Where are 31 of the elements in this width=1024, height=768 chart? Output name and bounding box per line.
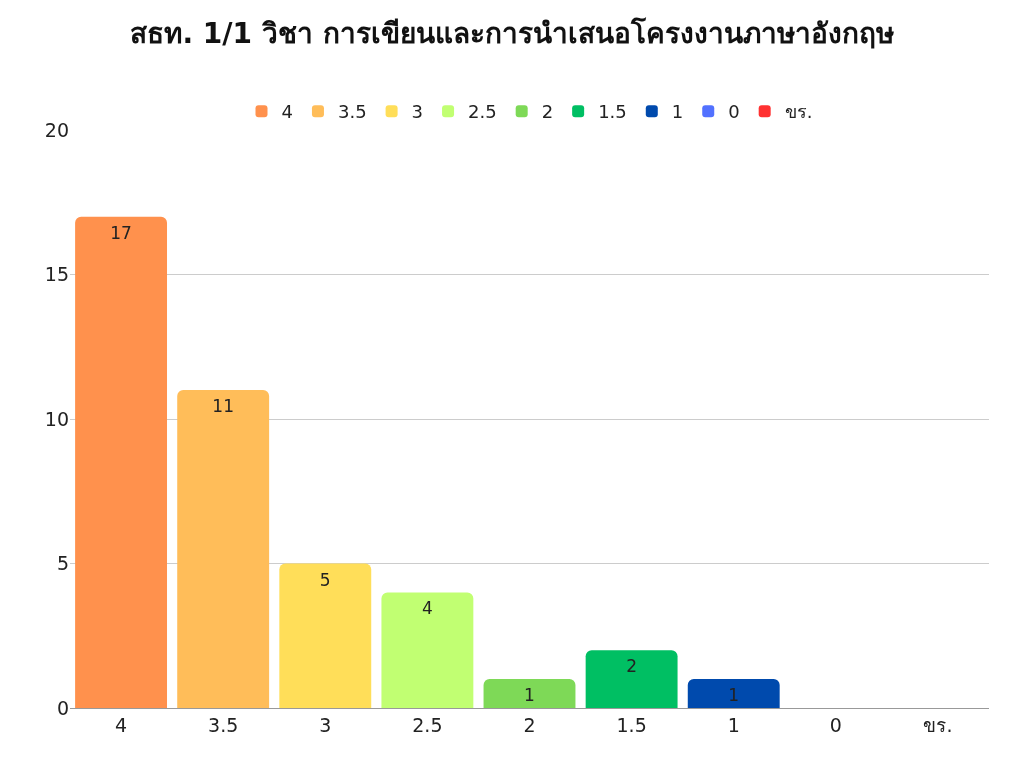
- y-tick-label: 15: [44, 263, 69, 286]
- legend-label: 2.5: [468, 101, 497, 123]
- x-tick-label: 2: [523, 713, 536, 736]
- data-label: 11: [212, 396, 234, 417]
- data-label: 17: [110, 222, 132, 243]
- legend-label: 3: [411, 101, 424, 123]
- legend-label: 3.5: [337, 101, 367, 123]
- x-tick-label: 3: [319, 713, 332, 736]
- x-tick-label: 2.5: [412, 713, 443, 736]
- legend-label: 0: [728, 101, 740, 123]
- legend-label: 2: [541, 101, 554, 123]
- x-tick-label: 1.5: [616, 713, 647, 736]
- data-label: 4: [421, 598, 433, 619]
- x-tick-label: 3.5: [208, 713, 239, 736]
- x-tick-label: 4: [115, 713, 128, 736]
- data-label: 1: [728, 685, 740, 706]
- y-tick-label: 10: [44, 407, 69, 430]
- chart-title: สธท. 1/1 วิชา การเขียนและการนำเสนอโครงงานภาษาอังกฤษ: [130, 15, 894, 50]
- data-label: 5: [319, 569, 331, 590]
- legend-label: ขร.: [784, 101, 813, 123]
- legend-label: 1: [671, 101, 684, 123]
- x-tick-label: ขร.: [923, 713, 953, 736]
- x-tick-label: 1: [727, 713, 740, 736]
- y-tick-label: 5: [56, 552, 69, 575]
- data-label: 2: [626, 656, 638, 677]
- legend-label: 4: [281, 101, 293, 123]
- legend-label: 1.5: [598, 101, 627, 123]
- y-tick-label: 20: [44, 118, 69, 141]
- y-tick-label: 0: [56, 696, 69, 719]
- data-label: 1: [524, 685, 535, 706]
- x-tick-label: 0: [829, 713, 842, 736]
